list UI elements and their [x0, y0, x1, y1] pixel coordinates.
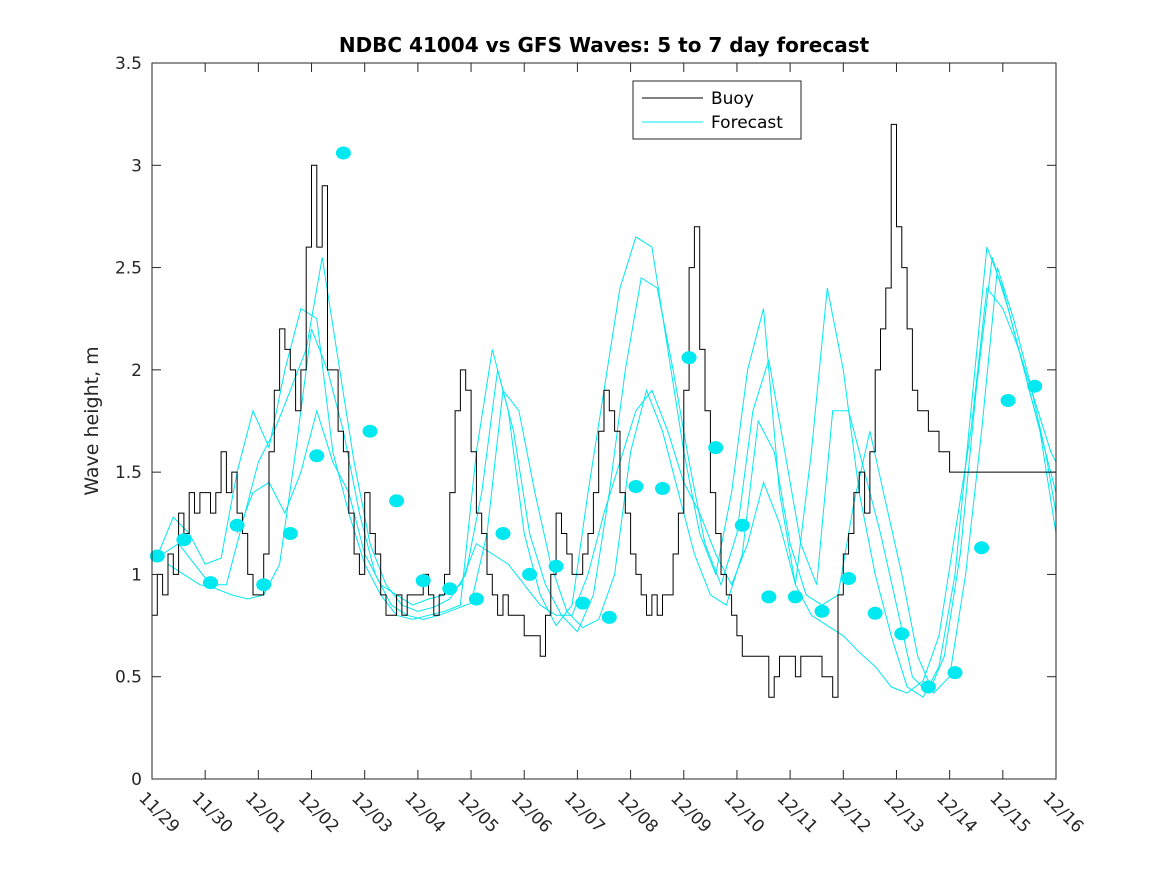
forecast-line-a: [156, 236, 1057, 698]
forecast-marker: [920, 680, 936, 694]
forecast-marker: [867, 606, 883, 620]
forecast-marker: [335, 146, 351, 160]
forecast-line-b: [162, 257, 1057, 694]
forecast-marker: [814, 604, 830, 618]
forecast-marker: [681, 351, 697, 365]
forecast-marker: [787, 590, 803, 604]
y-tick-label: 2: [131, 361, 142, 381]
forecast-marker: [149, 549, 165, 563]
forecast-marker: [309, 449, 325, 463]
y-tick-label: 1: [131, 565, 142, 585]
forecast-marker: [1027, 379, 1043, 393]
legend-label-buoy: Buoy: [711, 89, 754, 109]
forecast-marker: [522, 567, 538, 581]
buoy-line: [152, 123, 1056, 698]
forecast-marker: [495, 527, 511, 540]
forecast-line-c: [167, 267, 1057, 694]
legend: Buoy Forecast: [632, 80, 802, 140]
forecast-marker: [282, 527, 298, 540]
forecast-marker: [708, 441, 724, 455]
forecast-marker: [655, 482, 670, 495]
forecast-line-d: [236, 286, 1057, 694]
legend-label-forecast: Forecast: [711, 113, 783, 133]
y-tick-label: 0: [131, 770, 142, 790]
y-tick-label: 2.5: [115, 259, 142, 279]
forecast-marker: [256, 578, 272, 592]
y-tick-label: 3: [131, 156, 142, 176]
forecast-marker: [203, 576, 218, 590]
forecast-marker: [894, 627, 910, 641]
forecast-marker: [176, 533, 192, 547]
forecast-marker: [974, 541, 990, 555]
forecast-marker: [947, 666, 963, 680]
axes-box: [151, 62, 1057, 780]
forecast-marker: [628, 480, 644, 493]
forecast-marker: [734, 518, 750, 532]
y-tick-label: 0.5: [115, 668, 142, 688]
y-axis-label: Wave height, m: [81, 346, 103, 495]
forecast-marker: [601, 610, 617, 624]
y-tick-label: 1.5: [115, 463, 142, 483]
forecast-marker: [575, 596, 591, 610]
forecast-marker: [415, 574, 431, 588]
forecast-marker: [761, 590, 777, 604]
forecast-marker: [229, 518, 245, 532]
forecast-marker: [442, 582, 458, 596]
forecast-marker: [841, 572, 857, 585]
forecast-marker: [389, 494, 405, 508]
legend-box: [632, 80, 802, 140]
forecast-marker: [548, 559, 564, 573]
data-layer: [149, 123, 1057, 698]
chart-title: NDBC 41004 vs GFS Waves: 5 to 7 day fore…: [339, 33, 870, 57]
forecast-marker: [1000, 394, 1016, 407]
forecast-marker: [362, 424, 378, 438]
forecast-marker: [468, 592, 484, 606]
y-tick-label: 3.5: [115, 54, 142, 74]
